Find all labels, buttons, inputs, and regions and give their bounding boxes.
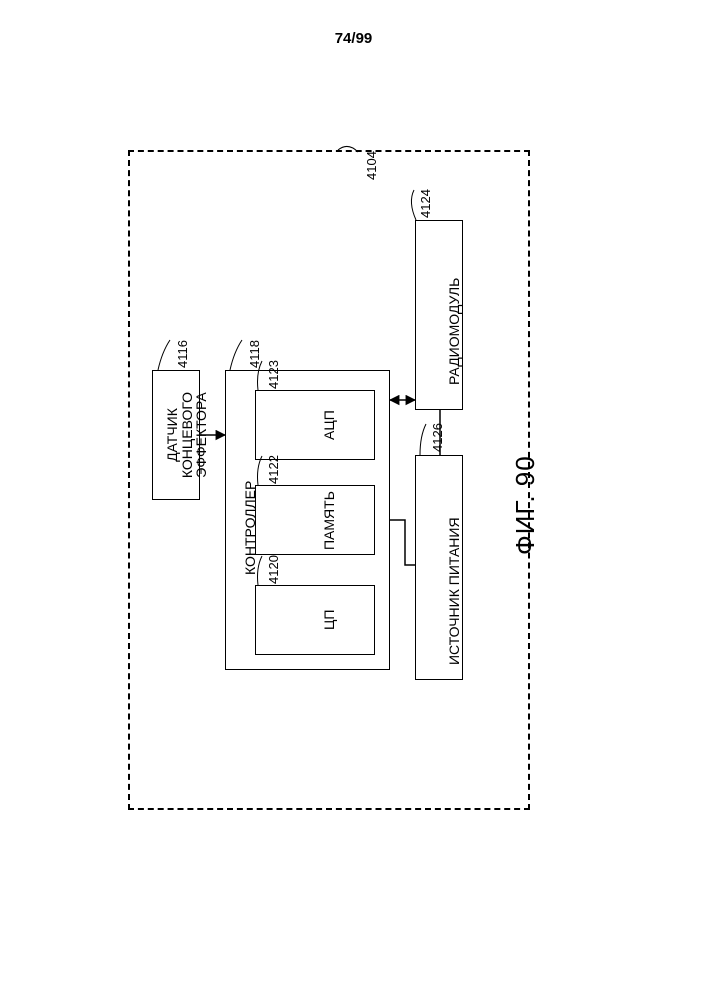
ref-mem: 4122 (266, 455, 281, 484)
sensor-label: ДАТЧИК КОНЦЕВОГО ЭФФЕКТОРА (165, 375, 209, 495)
sensor-line3: ЭФФЕКТОРА (193, 392, 209, 477)
ref-radio: 4124 (418, 189, 433, 218)
sensor-line2: КОНЦЕВОГО (179, 392, 195, 478)
ref-outer: 4104 (364, 151, 379, 180)
ref-sensor: 4116 (175, 340, 190, 368)
page-number: 74/99 (0, 30, 707, 47)
radio-label: РАДИОМОДУЛЬ (446, 278, 462, 385)
sensor-line1: ДАТЧИК (164, 408, 180, 462)
cpu-block (255, 585, 375, 655)
figure-label: ФИГ. 90 (510, 455, 541, 555)
ref-adc: 4123 (266, 360, 281, 389)
cpu-label: ЦП (321, 610, 337, 630)
adc-block (255, 390, 375, 460)
diagram-canvas: 74/99 ДАТЧИК КОНЦЕВОГО ЭФФЕКТОРА КОНТРОЛ… (0, 0, 707, 1000)
ref-cpu: 4120 (266, 555, 281, 584)
power-label: ИСТОЧНИК ПИТАНИЯ (446, 517, 462, 665)
adc-label: АЦП (321, 410, 337, 440)
memory-label: ПАМЯТЬ (321, 491, 337, 550)
ref-power: 4126 (430, 423, 445, 452)
memory-block (255, 485, 375, 555)
ref-ctrl: 4118 (247, 340, 262, 368)
